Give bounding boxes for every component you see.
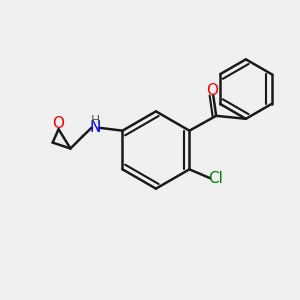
Text: H: H <box>91 114 100 127</box>
Text: Cl: Cl <box>208 171 223 186</box>
Text: N: N <box>89 120 101 135</box>
Text: O: O <box>206 83 218 98</box>
Text: O: O <box>52 116 64 131</box>
